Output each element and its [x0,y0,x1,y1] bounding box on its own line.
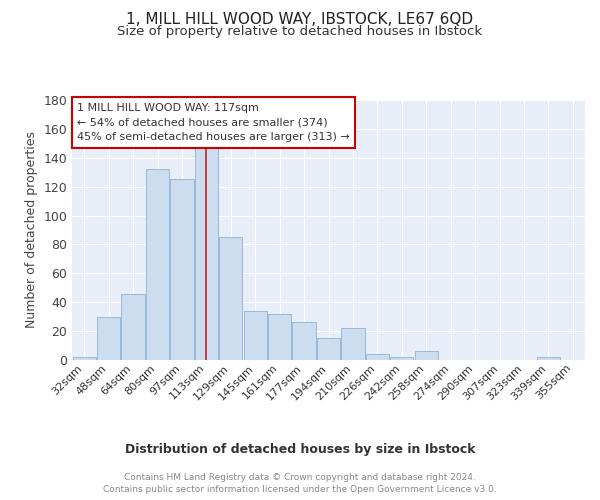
Bar [97,316,120,360]
Text: Size of property relative to detached houses in Ibstock: Size of property relative to detached ho… [118,25,482,38]
Bar [195,145,218,360]
Text: Contains HM Land Registry data © Crown copyright and database right 2024.
Contai: Contains HM Land Registry data © Crown c… [103,472,497,494]
Bar [317,338,340,360]
Bar [170,180,194,360]
Bar [121,294,145,360]
Bar [537,357,560,360]
Bar [73,357,96,360]
Bar [146,170,169,360]
Bar [341,328,365,360]
Text: Distribution of detached houses by size in Ibstock: Distribution of detached houses by size … [125,442,475,456]
Bar [219,237,242,360]
Text: 1 MILL HILL WOOD WAY: 117sqm
← 54% of detached houses are smaller (374)
45% of s: 1 MILL HILL WOOD WAY: 117sqm ← 54% of de… [77,102,350,142]
Bar [292,322,316,360]
Bar [244,311,267,360]
Bar [390,357,413,360]
Bar [415,352,438,360]
Bar [268,314,291,360]
Y-axis label: Number of detached properties: Number of detached properties [25,132,38,328]
Bar [366,354,389,360]
Text: 1, MILL HILL WOOD WAY, IBSTOCK, LE67 6QD: 1, MILL HILL WOOD WAY, IBSTOCK, LE67 6QD [127,12,473,28]
